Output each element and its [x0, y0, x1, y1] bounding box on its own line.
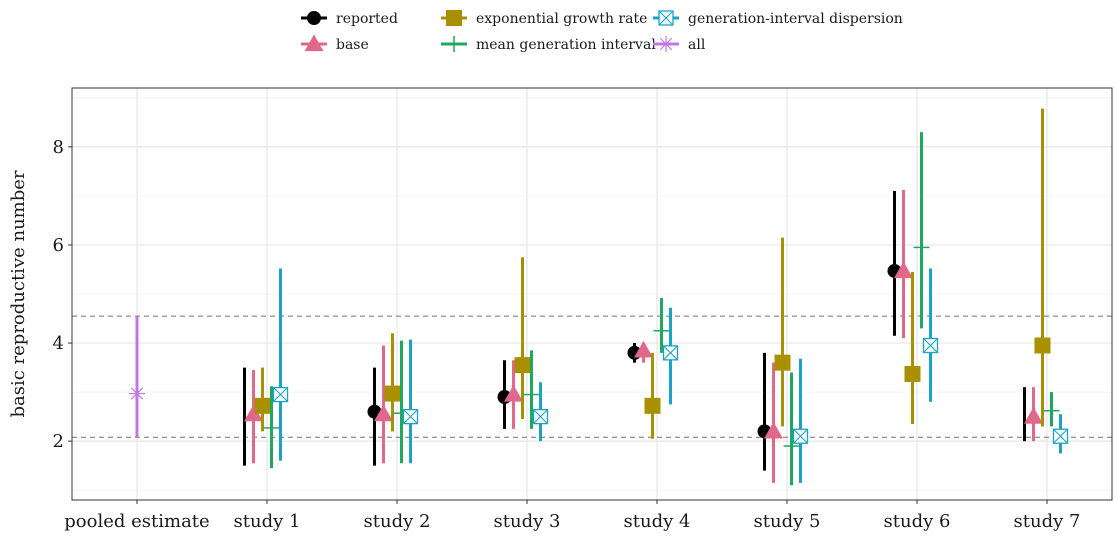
- data-point: [904, 365, 921, 382]
- legend-label: mean generation interval: [476, 37, 656, 53]
- x-tick-label: study 7: [1014, 511, 1081, 532]
- series-all: [129, 316, 145, 438]
- x-tick-label: pooled estimate: [64, 511, 209, 532]
- legend-label: reported: [336, 11, 398, 27]
- data-point: [913, 239, 930, 256]
- data-point: [514, 357, 531, 374]
- legend-label: all: [688, 37, 706, 53]
- legend-label: base: [336, 37, 369, 53]
- data-point: [774, 354, 791, 371]
- legend-key-marker: [658, 10, 674, 26]
- x-tick-label: study 6: [884, 511, 951, 532]
- y-tick-label: 6: [53, 235, 64, 256]
- data-point: [129, 385, 145, 402]
- data-point: [922, 337, 939, 354]
- data-point: [374, 404, 393, 422]
- data-point: [1043, 402, 1060, 419]
- data-point: [792, 428, 809, 444]
- y-tick-label: 4: [53, 333, 64, 354]
- data-point: [532, 408, 549, 425]
- x-tick-label: study 1: [234, 511, 301, 532]
- legend-key-marker: [307, 11, 321, 25]
- legend-label: generation-interval dispersion: [688, 11, 903, 27]
- legend-key-marker: [304, 34, 324, 52]
- series-generation-interval-dispersion: [272, 268, 1069, 483]
- x-tick-label: study 5: [754, 511, 821, 532]
- data-point: [1034, 337, 1051, 354]
- x-tick-label: study 4: [624, 511, 691, 532]
- data-point: [263, 419, 280, 436]
- legend-item: all: [653, 36, 706, 53]
- legend-label: exponential growth rate: [476, 11, 647, 27]
- legend-key-marker: [446, 10, 462, 26]
- data-point: [504, 385, 523, 402]
- plot-border: [71, 87, 1113, 501]
- data-point: [1052, 428, 1069, 444]
- data-point: [783, 438, 800, 455]
- data-point: [523, 386, 540, 403]
- x-axis: pooled estimate study 1 study 2 study 3 stud…: [64, 500, 1080, 532]
- series-exponential-growth-rate: [254, 108, 1051, 439]
- series-layer: [129, 108, 1069, 486]
- y-axis-title: basic reproductive number: [8, 170, 29, 417]
- data-point: [254, 397, 271, 414]
- legend-item: exponential growth rate: [441, 10, 647, 27]
- data-point: [653, 322, 670, 339]
- data-point: [634, 340, 653, 358]
- x-tick-label: study 2: [364, 511, 431, 532]
- data-point: [384, 385, 401, 402]
- series-base: [244, 190, 1043, 483]
- legend-key-marker: [658, 36, 674, 52]
- data-point: [662, 345, 679, 361]
- data-point: [402, 408, 419, 425]
- legend-item: generation-interval dispersion: [653, 10, 903, 27]
- data-point: [244, 404, 263, 422]
- data-point: [764, 421, 783, 439]
- gridlines: [72, 88, 1112, 500]
- legend: reported base exponential growth rate mean …: [301, 10, 903, 53]
- data-point: [1024, 407, 1043, 424]
- y-tick-label: 2: [53, 431, 64, 452]
- legend-key-marker: [446, 36, 462, 52]
- x-tick-label: study 3: [494, 511, 561, 532]
- data-point: [644, 397, 661, 414]
- legend-item: reported: [301, 11, 398, 27]
- series-reported: [243, 191, 1026, 471]
- data-point: [272, 386, 289, 403]
- y-tick-label: 8: [53, 137, 64, 158]
- legend-item: mean generation interval: [441, 36, 656, 53]
- series-mean-generation-interval: [263, 132, 1060, 486]
- data-point: [894, 261, 913, 279]
- y-axis: 2 4 6 8: [53, 137, 72, 452]
- legend-item: base: [301, 34, 369, 53]
